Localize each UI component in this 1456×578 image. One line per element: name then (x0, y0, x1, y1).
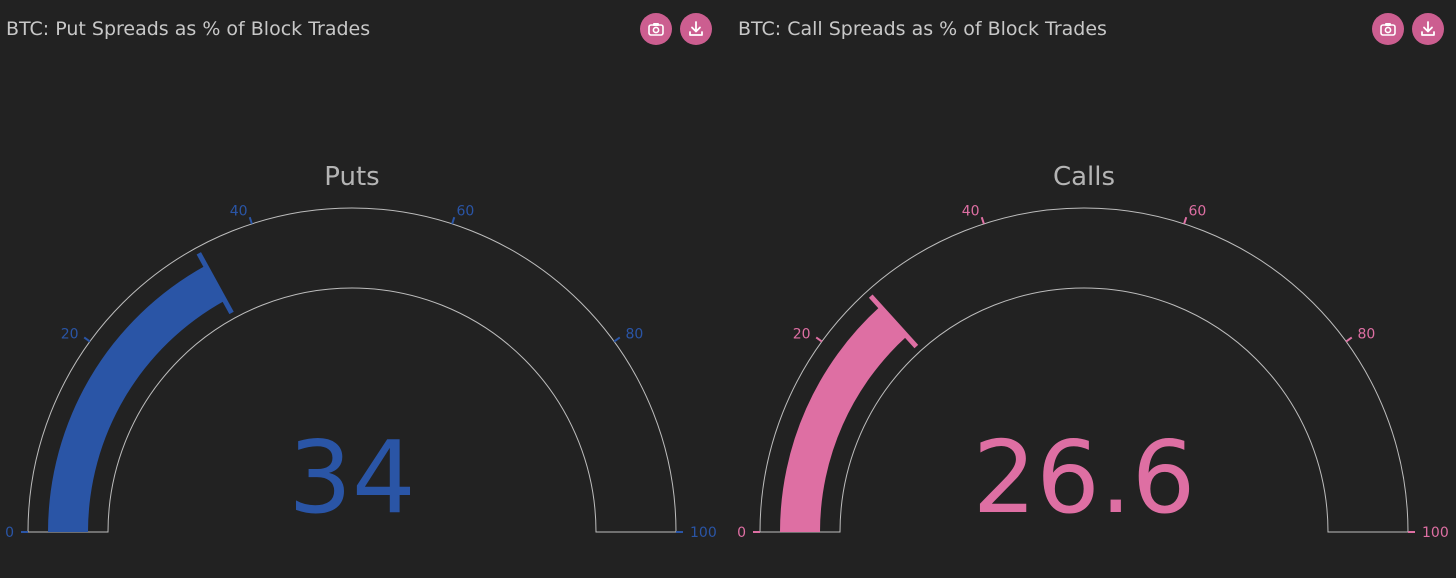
gauge-tick-label: 100 (1422, 525, 1449, 541)
gauge-title: Puts (324, 162, 379, 192)
camera-icon (1380, 23, 1396, 36)
gauge-value-bar (780, 306, 907, 532)
gauge-tick-label: 0 (737, 525, 746, 541)
download-button[interactable] (1412, 13, 1444, 45)
gauge-tick-label: 40 (230, 204, 248, 220)
gauge-tick-label: 0 (5, 525, 14, 541)
gauge-tick (1183, 216, 1188, 225)
puts-gauge: 0 20 40 60 80 100 Puts 34 (5, 162, 717, 541)
gauge-tick (980, 216, 985, 225)
gauge-tick (451, 216, 456, 225)
gauge-value-marker (868, 294, 919, 349)
calls-panel: BTC: Call Spreads as % of Block Trades 0… (732, 0, 1456, 578)
toolbar (1372, 13, 1444, 45)
gauge-value-number: 26.6 (973, 419, 1196, 536)
gauge-tick-label: 20 (61, 326, 79, 342)
gauge-value-number: 34 (288, 419, 415, 536)
camera-button[interactable] (640, 13, 672, 45)
gauge-tick (248, 216, 253, 225)
download-icon (1421, 21, 1435, 36)
gauge-tick-label: 80 (625, 326, 643, 342)
gauge-tick-label: 100 (690, 525, 717, 541)
toolbar (640, 13, 712, 45)
panel-title: BTC: Put Spreads as % of Block Trades (6, 18, 371, 40)
gauge-value-bar (48, 265, 225, 532)
gauge-tick (83, 336, 91, 343)
gauge-value-marker (196, 252, 234, 315)
calls-gauge: 0 20 40 60 80 100 Calls 26.6 (737, 162, 1449, 541)
gauge-tick (1345, 336, 1353, 343)
gauge-tick (613, 336, 621, 343)
gauge-tick-label: 20 (793, 326, 811, 342)
puts-panel: BTC: Put Spreads as % of Block Trades 0 2… (5, 13, 717, 541)
gauge-tick-label: 80 (1357, 326, 1375, 342)
download-icon (689, 21, 703, 36)
gauge-outline (27, 207, 677, 533)
gauge-tick-label: 40 (962, 204, 980, 220)
camera-button[interactable] (1372, 13, 1404, 45)
gauge-tick (815, 336, 823, 343)
gauge-outline (759, 207, 1409, 533)
download-button[interactable] (680, 13, 712, 45)
gauge-tick-label: 60 (456, 204, 474, 220)
gauge-tick-label: 60 (1188, 204, 1206, 220)
camera-icon (648, 23, 664, 36)
panel-title: BTC: Call Spreads as % of Block Trades (738, 18, 1107, 40)
gauge-title: Calls (1053, 162, 1115, 192)
